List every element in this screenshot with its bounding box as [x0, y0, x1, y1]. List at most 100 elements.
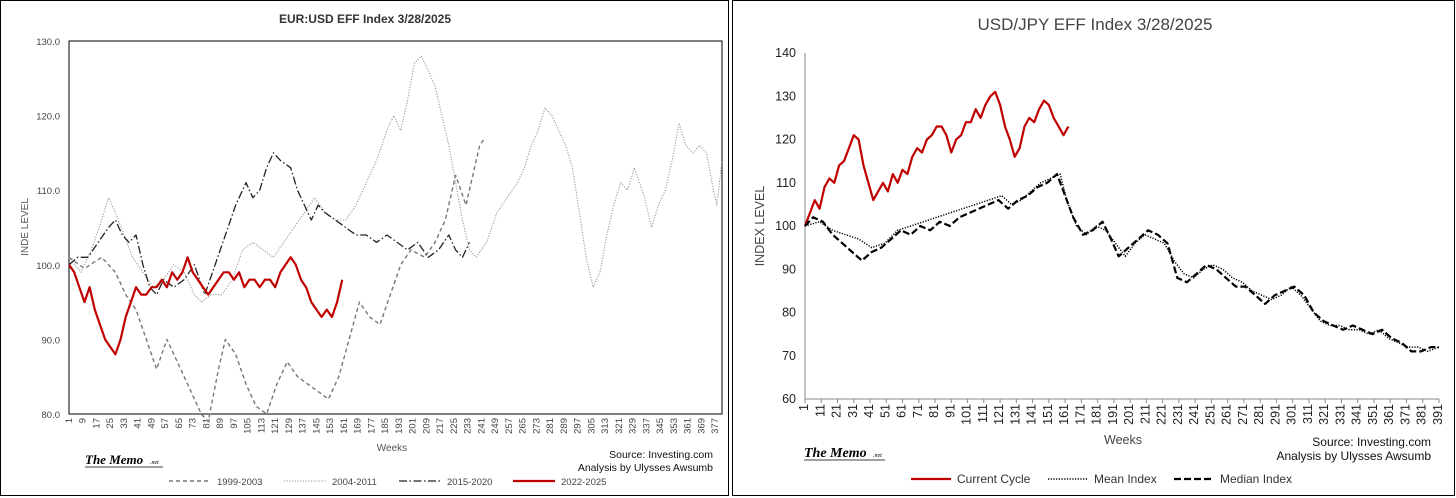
usdjpy-chart: USD/JPY EFF Index 3/28/2025 60 70 80 90 100 1… — [753, 15, 1445, 486]
x-tick-label: 273 — [531, 418, 542, 434]
x-tick-label: 111 — [976, 404, 990, 423]
x-tick-label: 201 — [1122, 404, 1136, 425]
x-tick-label: 71 — [911, 404, 925, 418]
x-tick-label: 353 — [669, 418, 680, 434]
legend-label: 1999-2003 — [217, 477, 262, 488]
x-tick-label: 121 — [992, 404, 1006, 425]
x-tick-label: 141 — [1025, 404, 1039, 425]
source-text: Source: Investing.com — [609, 449, 713, 461]
x-tick-label: 241 — [476, 418, 487, 434]
series-line-1 — [803, 90, 1070, 227]
x-tick-label: 249 — [490, 418, 501, 434]
x-tick-label: 321 — [614, 418, 625, 434]
chart-title: USD/JPY EFF Index 3/28/2025 — [978, 15, 1213, 34]
x-tick-label: 33 — [119, 418, 130, 429]
x-tick-label: 41 — [862, 404, 876, 418]
y-axis-label: INDE LEVEL — [20, 198, 31, 256]
x-tick-label: 337 — [641, 418, 652, 434]
x-tick-label: 151 — [1041, 404, 1055, 425]
legend: Current Cycle Mean Index Median Index — [911, 472, 1292, 486]
x-tick-label: 129 — [284, 418, 295, 434]
x-tick-label: 177 — [366, 418, 377, 434]
x-tick-label: 265 — [518, 418, 529, 434]
x-tick-label: 65 — [174, 418, 185, 429]
x-tick-label: 297 — [573, 418, 584, 434]
x-tick-label: 391 — [1431, 404, 1445, 425]
x-tick-label: 153 — [325, 418, 336, 434]
x-tick-label: 101 — [960, 404, 974, 425]
x-tick-label: 121 — [270, 418, 281, 434]
x-tick-label: 371 — [1398, 404, 1412, 425]
y-tick-label: 90.0 — [42, 335, 61, 346]
x-tick-label: 41 — [133, 418, 144, 429]
series-line-2 — [68, 55, 723, 303]
x-tick-label: 351 — [1366, 404, 1380, 425]
svg-text:.net: .net — [873, 453, 882, 459]
y-tick-label: 60 — [782, 392, 796, 406]
x-tick-label: 161 — [1057, 404, 1071, 425]
x-tick-label: 1 — [64, 418, 75, 423]
y-tick-label: 120 — [775, 133, 796, 147]
x-tick-label: 97 — [229, 418, 240, 429]
x-tick-label: 169 — [353, 418, 364, 434]
x-tick-label: 271 — [1236, 404, 1250, 425]
x-tick-label: 305 — [586, 418, 597, 434]
x-tick-label: 291 — [1268, 404, 1282, 425]
x-tick-label: 61 — [895, 404, 909, 418]
y-tick-label: 90 — [782, 262, 796, 276]
x-tick-label: 181 — [1090, 404, 1104, 425]
series-line-3 — [68, 152, 470, 296]
x-tick-label: 17 — [91, 418, 102, 429]
x-tick-label: 281 — [1252, 404, 1266, 425]
x-tick-label: 231 — [1171, 404, 1185, 425]
usdjpy-chart-panel: USD/JPY EFF Index 3/28/2025 60 70 80 90 100 1… — [732, 0, 1455, 496]
x-tick-label: 233 — [463, 418, 474, 434]
y-tick-label: 100.0 — [36, 261, 60, 272]
x-tick-label: 225 — [449, 418, 460, 434]
x-tick-label: 145 — [311, 418, 322, 434]
x-tick-label: 193 — [394, 418, 405, 434]
x-tick-label: 313 — [600, 418, 611, 434]
x-tick-label: 105 — [243, 418, 254, 434]
x-tick-label: 131 — [1008, 404, 1022, 425]
y-axis-label: INDEX LEVEL — [753, 186, 767, 267]
x-tick-label: 73 — [188, 418, 199, 429]
source-text: Source: Investing.com — [1312, 435, 1431, 449]
y-tick-label: 100 — [775, 219, 796, 233]
x-tick-label: 113 — [256, 418, 267, 433]
y-tick-label: 80 — [782, 306, 796, 320]
legend-label: Current Cycle — [957, 472, 1031, 486]
x-tick-label: 161 — [339, 418, 350, 434]
x-tick-label: 381 — [1415, 404, 1429, 425]
y-tick-label: 120.0 — [36, 112, 60, 123]
legend-label: Mean Index — [1094, 472, 1157, 486]
x-tick-label: 329 — [628, 418, 639, 434]
svg-text:The Memo: The Memo — [85, 452, 144, 467]
x-tick-label: 211 — [1138, 404, 1152, 424]
series-line-1 — [68, 137, 486, 423]
the-memo-logo: The Memo .net — [804, 446, 885, 461]
y-tick-label: 110 — [776, 176, 796, 190]
x-tick-label: 91 — [943, 404, 957, 418]
x-tick-label: 51 — [878, 404, 892, 418]
x-axis-label: Weeks — [1104, 433, 1142, 447]
x-tick-label: 341 — [1350, 404, 1364, 425]
series-line-3 — [804, 173, 1439, 353]
y-tick-label: 140 — [775, 46, 796, 60]
legend-label: 2015-2020 — [447, 477, 492, 488]
x-tick-label: 301 — [1285, 404, 1299, 425]
x-tick-label: 185 — [380, 418, 391, 434]
x-tick-label: 201 — [408, 418, 419, 434]
the-memo-logo: The Memo .net — [85, 452, 163, 468]
legend-label: 2022-2025 — [561, 477, 606, 488]
x-tick-label: 31 — [846, 404, 860, 418]
y-tick-label: 130 — [775, 89, 796, 103]
analysis-credit: Analysis by Ulysses Awsumb — [578, 462, 713, 474]
x-tick-label: 57 — [160, 418, 171, 429]
x-tick-label: 221 — [1155, 404, 1169, 425]
x-tick-label: 137 — [298, 418, 309, 434]
y-tick-label: 110.0 — [37, 186, 60, 197]
x-tick-label: 49 — [146, 418, 157, 429]
x-tick-label: 21 — [830, 404, 844, 418]
svg-text:The Memo: The Memo — [804, 446, 867, 461]
